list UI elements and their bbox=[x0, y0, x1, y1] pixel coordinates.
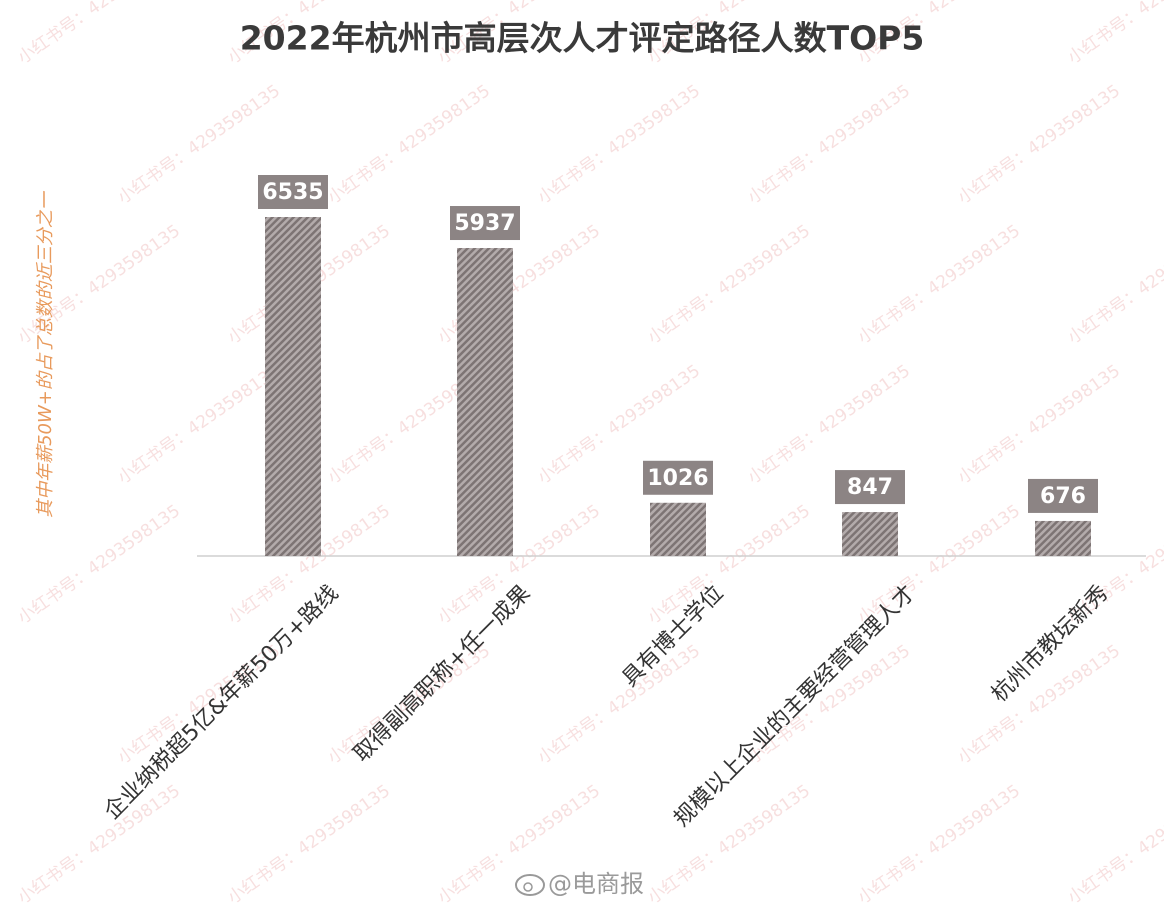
x-tick-label: 企业纳税超5亿&年薪50万+路线 bbox=[100, 581, 344, 825]
watermark: 小红书号：4293598135 bbox=[854, 781, 1024, 908]
value-label-box bbox=[450, 206, 520, 241]
watermark: 小红书号：4293598135 bbox=[224, 781, 394, 908]
watermark: 小红书号：4293598135 bbox=[14, 0, 184, 68]
watermark: 小红书号：4293598135 bbox=[644, 221, 814, 348]
watermark: 小红书号：4293598135 bbox=[14, 781, 184, 908]
watermark: 小红书号：4293598135 bbox=[854, 221, 1024, 348]
watermark: 小红书号：4293598135 bbox=[534, 641, 704, 768]
watermark: 小红书号：4293598135 bbox=[954, 361, 1124, 488]
watermark: 小红书号：4293598135 bbox=[1064, 781, 1164, 908]
annotation: 其中年薪50W+的占了总数的近三分之一 bbox=[35, 190, 56, 518]
watermark: 小红书号：4293598135 bbox=[1064, 221, 1164, 348]
value-label: 1026 bbox=[647, 466, 708, 491]
watermark: 小红书号：4293598135 bbox=[644, 781, 814, 908]
source: @电商报 bbox=[548, 870, 644, 898]
watermark: 小红书号：4293598135 bbox=[1064, 0, 1164, 68]
watermark: 小红书号：4293598135 bbox=[744, 361, 914, 488]
value-label: 676 bbox=[1040, 484, 1086, 509]
value-label: 5937 bbox=[454, 211, 515, 236]
value-label-box bbox=[1028, 478, 1098, 513]
value-label-box bbox=[258, 175, 328, 209]
watermark: 小红书号：4293598135 bbox=[744, 81, 914, 208]
value-label: 847 bbox=[847, 475, 893, 500]
value-label: 6535 bbox=[262, 180, 323, 205]
chart-title: 2022年杭州市高层次人才评定路径人数TOP5 bbox=[240, 19, 925, 58]
bar bbox=[650, 502, 706, 556]
source-logo bbox=[515, 874, 545, 896]
bar bbox=[1035, 520, 1091, 556]
watermark: 小红书号：4293598135 bbox=[534, 81, 704, 208]
watermark: 小红书号：4293598135 bbox=[954, 81, 1124, 208]
bar bbox=[842, 512, 898, 556]
watermark: 小红书号：4293598135 bbox=[324, 81, 494, 208]
watermark: 小红书号：4293598135 bbox=[114, 361, 284, 488]
value-label-box bbox=[835, 470, 905, 505]
value-label-box bbox=[643, 460, 713, 495]
watermark: 小红书号：4293598135 bbox=[14, 501, 184, 628]
bar bbox=[265, 217, 321, 556]
bar bbox=[457, 248, 513, 556]
